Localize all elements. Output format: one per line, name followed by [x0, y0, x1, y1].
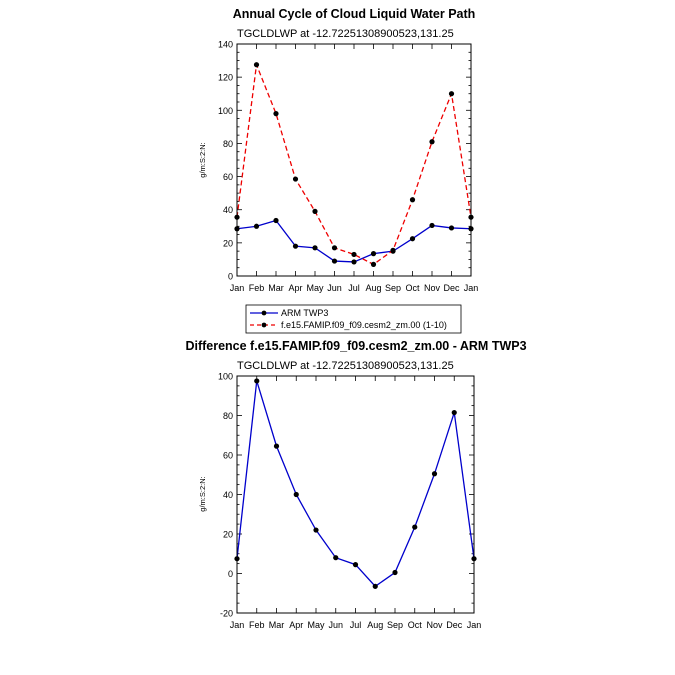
chart-1-y-tick-label: 20 — [223, 238, 233, 248]
chart-1-series-1-point — [351, 259, 356, 264]
chart-2-x-tick-label: Dec — [446, 620, 463, 630]
chart-2-y-tick-label: 100 — [218, 372, 233, 382]
chart-2-series-1-line — [237, 381, 474, 586]
chart-2-y-tick-label: 0 — [228, 569, 233, 579]
chart-1-series-2-point — [293, 176, 298, 181]
chart-2-y-tick-label: -20 — [220, 609, 233, 619]
chart-2-series-1-point — [353, 562, 358, 567]
chart-2-axis-ticks — [237, 376, 474, 613]
chart-2-x-tick-label: Sep — [387, 620, 403, 630]
chart-2-x-tick-label: May — [307, 620, 325, 630]
chart-2-series — [234, 378, 476, 589]
legend-marker-model — [262, 323, 267, 328]
chart-1-x-tick-label: Jan — [464, 283, 479, 293]
chart-2-series-1-point — [333, 555, 338, 560]
chart-1-y-tick-label: 40 — [223, 205, 233, 215]
chart-1-series-2-point — [390, 248, 395, 253]
legend-label-model: f.e15.FAMIP.f09_f09.cesm2_zm.00 (1-10) — [281, 320, 447, 330]
chart-1-series-2-point — [312, 209, 317, 214]
chart-2-ylabel: g/m:S:2:N: — [198, 476, 207, 511]
chart-1-x-tick-label: May — [306, 283, 324, 293]
chart-1-series-2-point — [371, 262, 376, 267]
chart-2-series-1-point — [274, 444, 279, 449]
chart-2-x-tick-label: Oct — [408, 620, 423, 630]
chart-1-series-1-point — [254, 224, 259, 229]
chart-1-series-2-point — [410, 197, 415, 202]
chart-1-x-tick-label: Mar — [268, 283, 284, 293]
chart-2-x-tick-label: Apr — [289, 620, 303, 630]
chart-1-series-1-point — [293, 244, 298, 249]
chart-2-x-tick-label: Jan — [467, 620, 482, 630]
chart-1-series-1-point — [410, 236, 415, 241]
chart-2-series-1-point — [313, 527, 318, 532]
chart-1-series-1-point — [449, 225, 454, 230]
chart-1-y-tick-label: 100 — [218, 106, 233, 116]
chart-2-y-tick-label: 20 — [223, 530, 233, 540]
chart-1-legend: ARM TWP3 f.e15.FAMIP.f09_f09.cesm2_zm.00… — [246, 305, 461, 333]
chart-2-x-tick-label: Jul — [350, 620, 362, 630]
chart-1-series — [234, 62, 473, 267]
chart-2-plot-frame — [237, 376, 474, 613]
legend-marker-arm — [262, 311, 267, 316]
chart-1-x-tick-label: Aug — [365, 283, 381, 293]
chart-1-x-tick-label: Feb — [249, 283, 265, 293]
chart-1-ylabel: g/m:S:2:N: — [198, 142, 207, 177]
chart-2-series-1-point — [452, 410, 457, 415]
chart-2-series-1-point — [294, 492, 299, 497]
chart-1-series-2-point — [254, 62, 259, 67]
chart-2-x-tick-label: Aug — [367, 620, 383, 630]
chart-1-x-tick-label: Oct — [405, 283, 420, 293]
chart-1-series-1-point — [312, 245, 317, 250]
chart-1-title: Annual Cycle of Cloud Liquid Water Path — [233, 7, 476, 21]
chart-1-x-tick-label: Dec — [443, 283, 460, 293]
chart-2-y-tick-label: 40 — [223, 490, 233, 500]
chart-1-x-tick-label: Apr — [288, 283, 302, 293]
legend-label-arm: ARM TWP3 — [281, 308, 328, 318]
chart-1-series-2-point — [449, 91, 454, 96]
chart-2-series-1-point — [392, 570, 397, 575]
chart-2-series-1-point — [373, 584, 378, 589]
chart-2-x-tick-label: Feb — [249, 620, 265, 630]
chart-1-x-tick-label: Jul — [348, 283, 360, 293]
chart-2-y-tick-label: 60 — [223, 451, 233, 461]
chart-1-y-tick-label: 60 — [223, 172, 233, 182]
chart-1-series-2-point — [351, 252, 356, 257]
chart-2-title: Difference f.e15.FAMIP.f09_f09.cesm2_zm.… — [185, 339, 526, 353]
chart-1-x-tick-label: Jan — [230, 283, 245, 293]
chart-1-series-1-point — [273, 218, 278, 223]
chart-1-plot-frame — [237, 44, 471, 276]
chart-1-series-2-point — [429, 139, 434, 144]
chart-1-subtitle: TGCLDLWP at -12.72251308900523,131.25 — [237, 28, 454, 40]
chart-difference: Difference f.e15.FAMIP.f09_f09.cesm2_zm.… — [185, 339, 526, 630]
chart-1-series-2-point — [332, 245, 337, 250]
chart-2-y-tick-label: 80 — [223, 411, 233, 421]
chart-1-x-tick-label: Nov — [424, 283, 441, 293]
chart-1-x-tick-label: Sep — [385, 283, 401, 293]
chart-1-series-2-point — [273, 111, 278, 116]
chart-2-series-1-point — [432, 471, 437, 476]
chart-1-series-1-point — [332, 258, 337, 263]
chart-1-series-1-point — [371, 251, 376, 256]
chart-1-y-tick-label: 80 — [223, 139, 233, 149]
chart-1-tick-labels: Jan Feb Mar Apr May Jun Jul Aug Sep Oct Nov Dec Jan0… — [218, 40, 478, 294]
chart-2-series-1-point — [412, 524, 417, 529]
chart-1-x-tick-label: Jun — [327, 283, 342, 293]
chart-2-x-tick-label: Jan — [230, 620, 245, 630]
chart-2-tick-labels: Jan Feb Mar Apr May Jun Jul Aug Sep Oct Nov Dec Jan-… — [218, 372, 481, 631]
chart-2-series-1-point — [254, 378, 259, 383]
chart-1-series-2-line — [237, 65, 471, 265]
chart-annual-cycle: Annual Cycle of Cloud Liquid Water Path … — [198, 7, 478, 293]
chart-1-y-tick-label: 120 — [218, 73, 233, 83]
chart-1-y-tick-label: 0 — [228, 272, 233, 282]
chart-1-y-tick-label: 140 — [218, 40, 233, 50]
chart-2-x-tick-label: Jun — [328, 620, 343, 630]
chart-1-axis-ticks — [237, 44, 471, 276]
chart-1-series-1-point — [429, 223, 434, 228]
chart-2-x-tick-label: Nov — [426, 620, 443, 630]
chart-2-x-tick-label: Mar — [269, 620, 285, 630]
chart-2-subtitle: TGCLDLWP at -12.72251308900523,131.25 — [237, 360, 454, 372]
